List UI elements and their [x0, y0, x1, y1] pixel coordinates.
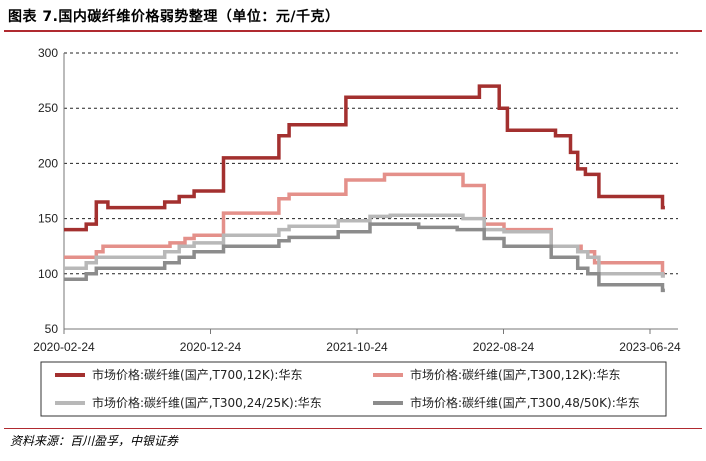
- series-line-2: [64, 172, 665, 276]
- title-underline: [4, 30, 702, 32]
- x-tick-labels: 2020-02-24 2020-12-24 2021-10-24 2022-08-24…: [33, 329, 681, 354]
- legend-box: [40, 361, 667, 417]
- legend: 市场价格:碳纤维(国产,T700,12K):华东市场价格:碳纤维(国产,T300…: [40, 361, 667, 417]
- legend-label-3: 市场价格:碳纤维(国产,T300,24/25K):华东: [92, 395, 322, 410]
- y-tick-label: 200: [38, 156, 58, 170]
- y-tick-label: 300: [38, 46, 58, 60]
- x-tick-label: 2020-12-24: [180, 340, 242, 354]
- x-tick-label: 2022-08-24: [473, 340, 535, 354]
- y-tick-label: 150: [38, 212, 58, 226]
- axes: [63, 53, 678, 330]
- footer-rule: [4, 428, 702, 429]
- y-tick-label: 250: [38, 101, 58, 115]
- y-tick-labels: 50 100 150 200 250 300: [38, 46, 58, 336]
- x-tick-label: 2021-10-24: [326, 340, 388, 354]
- series-line-1: [64, 84, 665, 232]
- x-tick-label: 2023-06-24: [619, 340, 681, 354]
- figure-title: 图表 7.国内碳纤维价格弱势整理（单位：元/千克）: [8, 9, 340, 25]
- series-line-4: [64, 222, 665, 293]
- y-tick-label: 100: [38, 267, 58, 281]
- legend-label-4: 市场价格:碳纤维(国产,T300,48/50K):华东: [410, 395, 640, 410]
- x-tick-label: 2020-02-24: [33, 340, 95, 354]
- legend-label-2: 市场价格:碳纤维(国产,T300,12K):华东: [410, 367, 620, 382]
- series-lines: [64, 84, 665, 293]
- source-note: 资料来源：百川盈孚，中银证券: [10, 434, 179, 448]
- gridlines: [64, 52, 678, 275]
- y-tick-label: 50: [45, 322, 59, 336]
- legend-label-1: 市场价格:碳纤维(国产,T700,12K):华东: [92, 367, 302, 382]
- series-line-3: [64, 213, 665, 278]
